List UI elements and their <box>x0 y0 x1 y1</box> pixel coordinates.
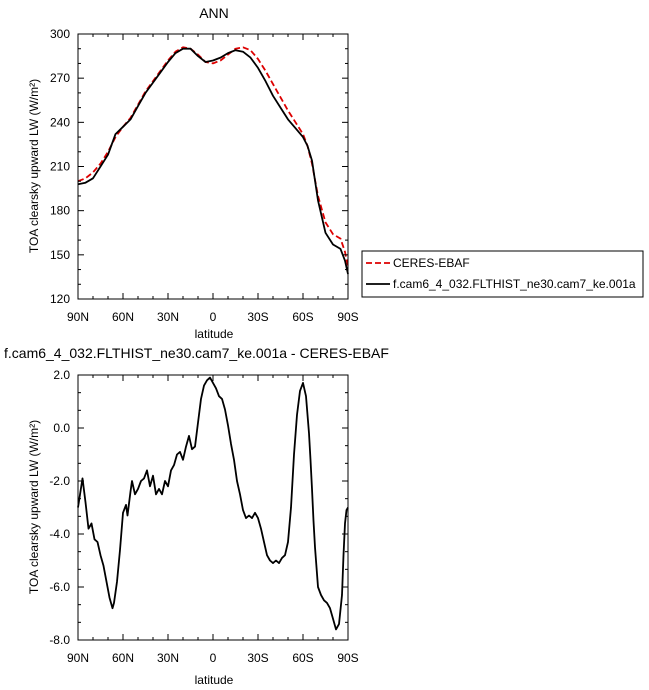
bottom-y-tick-label: -2.0 <box>49 474 70 488</box>
bottom-x-tick-label: 30N <box>157 651 179 665</box>
top-x-tick-label: 0 <box>210 310 217 324</box>
top-x-tick-label: 30S <box>247 310 268 324</box>
top-x-tick-label: 90N <box>67 310 89 324</box>
bottom-y-ticks: -8.0 -6.0 -4.0 -2.0 0.0 2.0 <box>49 368 348 647</box>
bottom-y-axis-label: TOA clearsky upward LW (W/m²) <box>27 420 41 594</box>
top-y-tick-label: 180 <box>50 204 70 218</box>
top-x-axis-label: latitude <box>195 327 234 341</box>
bottom-x-axis-label: latitude <box>195 673 234 687</box>
legend-box <box>361 250 644 298</box>
bottom-y-tick-label: -8.0 <box>49 633 70 647</box>
top-x-ticks: 90N 60N 30N 0 30S 60S 90S <box>67 34 359 324</box>
bottom-y-tick-label: 2.0 <box>53 368 70 382</box>
top-y-tick-label: 270 <box>50 71 70 85</box>
top-x-tick-label: 90S <box>337 310 358 324</box>
bottom-x-tick-label: 0 <box>210 651 217 665</box>
bottom-y-tick-label: -4.0 <box>49 527 70 541</box>
legend-label-ceres: CERES-EBAF <box>393 256 470 270</box>
top-panel: ANN 120 150 180 210 240 270 300 90N 60N 30N 0 30S 6… <box>27 5 359 341</box>
top-y-ticks: 120 150 180 210 240 270 300 <box>50 27 348 306</box>
legend: CERES-EBAF f.cam6_4_032.FLTHIST_ne30.cam… <box>361 250 644 298</box>
bottom-series-group <box>77 376 349 631</box>
bottom-x-tick-label: 90N <box>67 651 89 665</box>
bottom-plot-title: f.cam6_4_032.FLTHIST_ne30.cam7_ke.001a -… <box>4 345 389 361</box>
top-plot-frame <box>77 33 349 300</box>
top-x-tick-label: 30N <box>157 310 179 324</box>
top-x-tick-label: 60S <box>292 310 313 324</box>
bottom-panel: f.cam6_4_032.FLTHIST_ne30.cam7_ke.001a -… <box>4 345 389 687</box>
bottom-x-tick-label: 60S <box>292 651 313 665</box>
top-y-tick-label: 120 <box>50 292 70 306</box>
bottom-series-line-0 <box>77 376 349 631</box>
bottom-x-tick-label: 30S <box>247 651 268 665</box>
top-x-tick-label: 60N <box>112 310 134 324</box>
top-y-tick-label: 300 <box>50 27 70 41</box>
bottom-x-tick-label: 60N <box>112 651 134 665</box>
bottom-x-ticks: 90N 60N 30N 0 30S 60S 90S <box>67 375 359 665</box>
bottom-y-tick-label: -6.0 <box>49 580 70 594</box>
bottom-y-tick-label: 0.0 <box>53 421 70 435</box>
top-plot-title: ANN <box>199 5 229 21</box>
top-y-axis-label: TOA clearsky upward LW (W/m²) <box>27 79 41 253</box>
legend-label-model: f.cam6_4_032.FLTHIST_ne30.cam7_ke.001a <box>393 277 636 291</box>
top-y-tick-label: 240 <box>50 115 70 129</box>
top-series-line-0 <box>77 46 349 267</box>
top-series-line-1 <box>77 47 349 275</box>
top-y-tick-label: 210 <box>50 160 70 174</box>
bottom-x-tick-label: 90S <box>337 651 358 665</box>
top-series-group <box>77 46 349 275</box>
top-y-tick-label: 150 <box>50 248 70 262</box>
